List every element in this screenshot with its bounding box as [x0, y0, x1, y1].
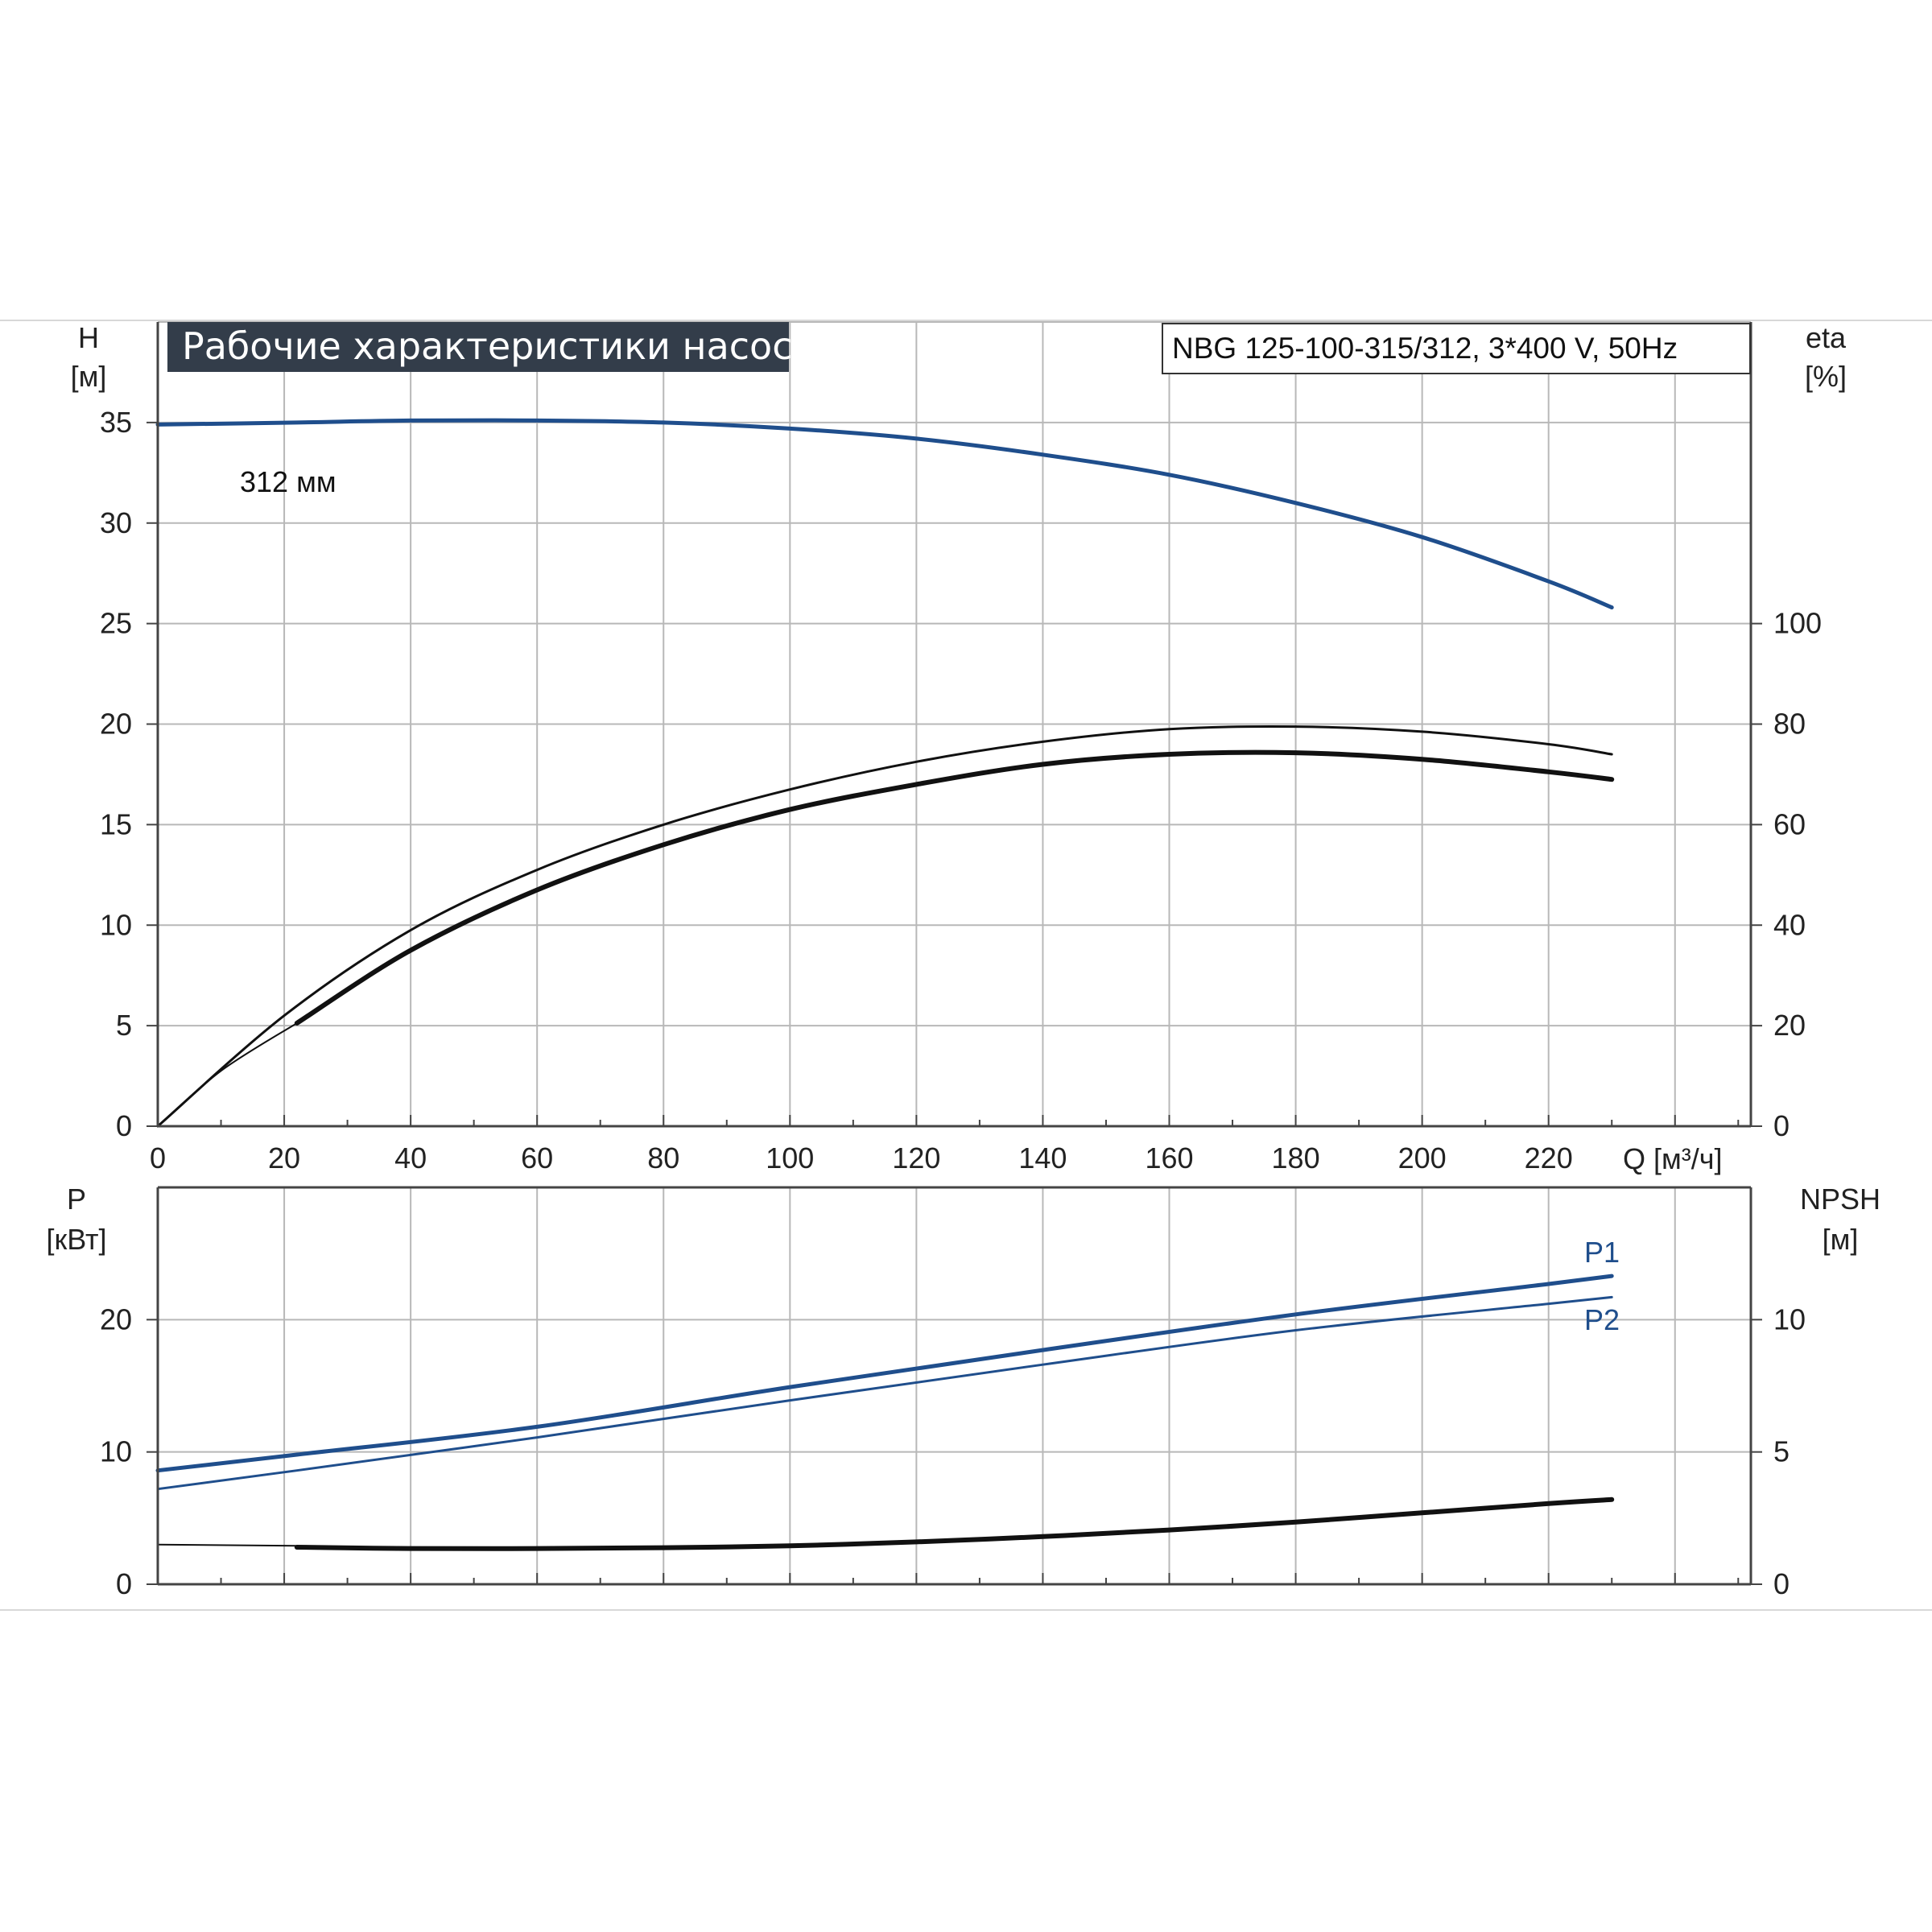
right-tick-label: 20	[1773, 1009, 1806, 1042]
x-tick-label: 0	[150, 1141, 166, 1174]
top-grid	[158, 321, 1751, 1126]
left-tick-label: 35	[100, 406, 132, 439]
right-tick-label: 10	[1773, 1302, 1806, 1335]
q-axis-label: Q [м³/ч]	[1623, 1142, 1723, 1175]
p2-label: P2	[1584, 1303, 1620, 1336]
right-tick-label: 0	[1773, 1567, 1790, 1600]
left-tick-label: 15	[100, 807, 132, 840]
left-tick-label: 10	[100, 908, 132, 941]
left-tick-label: 30	[100, 506, 132, 539]
x-tick-label: 20	[268, 1141, 300, 1174]
npsh-axis-unit: [м]	[1823, 1223, 1859, 1256]
left-tick-label: 20	[100, 708, 132, 741]
right-tick-label: 0	[1773, 1109, 1790, 1142]
eta-axis-label: eta	[1806, 321, 1847, 354]
bottom-curves	[155, 1274, 1615, 1551]
x-tick-label: 140	[1018, 1141, 1067, 1174]
right-tick-label: 40	[1773, 908, 1806, 941]
x-tick-label: 200	[1398, 1141, 1447, 1174]
series-1-curve	[156, 724, 1613, 1128]
x-tick-label: 40	[394, 1141, 427, 1174]
model-box	[1162, 323, 1751, 374]
h-axis-unit: [м]	[71, 360, 107, 393]
x-tick-label: 100	[766, 1141, 814, 1174]
series-2-curve	[294, 1496, 1615, 1551]
right-tick-label: 100	[1773, 607, 1822, 640]
p2-curve	[156, 1295, 1613, 1491]
impeller-diameter-label: 312 мм	[240, 465, 336, 498]
x-tick-label: 120	[892, 1141, 940, 1174]
right-tick-label: 80	[1773, 708, 1806, 741]
left-tick-label: 20	[100, 1302, 132, 1335]
left-tick-label: 0	[116, 1109, 132, 1142]
left-tick-label: 10	[100, 1435, 132, 1468]
title-box	[167, 322, 789, 372]
series-3-curve	[157, 1022, 298, 1127]
p-axis-unit: [кВт]	[46, 1223, 106, 1256]
312-мм-curve	[155, 418, 1614, 610]
series-2-curve	[294, 749, 1615, 1026]
left-tick-label: 5	[116, 1009, 132, 1042]
chart-title: Рабочие характеристики насоса	[182, 324, 815, 368]
x-tick-label: 60	[521, 1141, 553, 1174]
x-tick-label: 80	[647, 1141, 679, 1174]
x-tick-label: 180	[1272, 1141, 1320, 1174]
left-tick-label: 0	[116, 1567, 132, 1600]
eta-axis-unit: [%]	[1805, 360, 1847, 393]
right-tick-label: 5	[1773, 1435, 1790, 1468]
pump-model: NBG 125-100-315/312, 3*400 V, 50Hz	[1172, 332, 1678, 365]
npsh-axis-label: NPSH	[1800, 1183, 1880, 1216]
p1-label: P1	[1584, 1236, 1620, 1269]
x-tick-label: 220	[1525, 1141, 1573, 1174]
right-tick-label: 60	[1773, 807, 1806, 840]
top-axes: 0 5 10 15 20 25 30 35 0 20 40 60 80 100 0 20 40 60 80 100 12…	[100, 322, 1822, 1174]
top-curves	[155, 418, 1615, 1128]
left-tick-label: 25	[100, 607, 132, 640]
bottom-grid	[158, 1187, 1751, 1584]
h-axis-label: H	[78, 321, 99, 354]
series-3-curve	[157, 1543, 298, 1547]
bottom-axes: 0 10 20 0 5 10	[100, 1186, 1806, 1600]
p-axis-label: P	[67, 1183, 86, 1216]
p1-curve	[155, 1274, 1614, 1473]
x-tick-label: 160	[1145, 1141, 1193, 1174]
